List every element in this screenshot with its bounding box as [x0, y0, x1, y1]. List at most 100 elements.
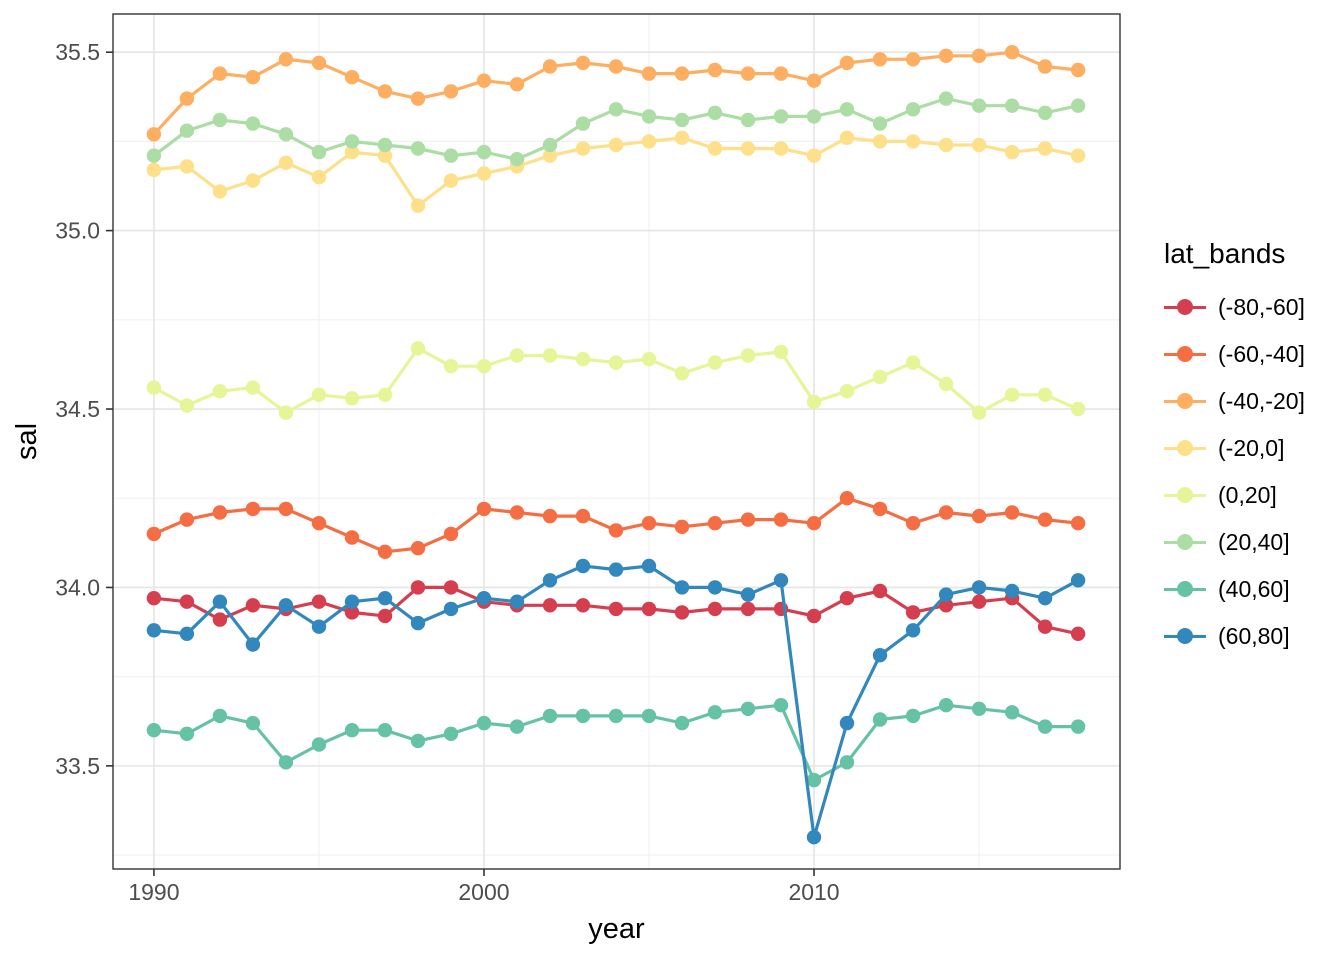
data-point	[839, 755, 855, 770]
data-point	[311, 387, 327, 402]
data-point	[245, 715, 261, 731]
data-point	[773, 573, 789, 588]
data-point	[410, 341, 426, 356]
panel-background	[113, 14, 1120, 869]
data-point	[971, 48, 987, 63]
series-(20,40]	[146, 91, 1086, 167]
legend-key-dot	[1177, 487, 1193, 503]
data-point	[905, 605, 921, 620]
data-point	[971, 594, 987, 609]
data-point	[377, 723, 393, 738]
legend-key-icon	[1164, 294, 1206, 320]
data-point	[641, 708, 657, 724]
data-point	[905, 355, 921, 370]
data-point	[806, 148, 822, 163]
data-point	[575, 598, 591, 613]
data-point	[245, 173, 261, 188]
data-point	[311, 169, 327, 185]
x-tick-label: 2000	[458, 879, 509, 905]
data-point	[740, 66, 756, 81]
data-point	[707, 62, 723, 78]
data-point	[740, 601, 756, 617]
series-(60,80]	[146, 558, 1086, 845]
legend-item-label: (-20,0]	[1218, 434, 1285, 461]
data-point	[377, 608, 393, 624]
data-point	[971, 405, 987, 420]
data-point	[872, 501, 888, 517]
panel-border	[112, 13, 1121, 870]
legend-item: (-20,0]	[1164, 435, 1305, 461]
data-point	[146, 723, 162, 738]
data-point	[476, 591, 492, 606]
data-point	[311, 516, 327, 531]
legend-key-icon	[1164, 482, 1206, 508]
data-point	[938, 137, 954, 153]
data-point	[212, 66, 228, 81]
data-point	[575, 116, 591, 131]
data-point	[278, 405, 294, 420]
data-point	[179, 594, 195, 609]
data-point	[674, 130, 690, 145]
data-point	[608, 708, 624, 724]
data-point	[839, 491, 855, 506]
data-point	[476, 715, 492, 731]
data-point	[179, 123, 195, 138]
data-point	[344, 605, 360, 620]
data-point	[806, 394, 822, 410]
data-point	[608, 137, 624, 153]
data-point	[212, 708, 228, 724]
data-point	[542, 148, 558, 163]
data-point	[1070, 62, 1086, 78]
y-tick-label: 35.0	[55, 218, 100, 244]
data-point	[179, 398, 195, 413]
data-point	[344, 594, 360, 609]
data-point	[1004, 583, 1020, 599]
data-point	[773, 109, 789, 124]
data-point	[608, 355, 624, 370]
data-point	[443, 526, 459, 542]
data-point	[839, 715, 855, 731]
data-point	[443, 601, 459, 617]
data-point	[806, 772, 822, 788]
data-point	[377, 148, 393, 163]
legend: lat_bands (-80,-60] (-60,-40] (-40,-20] (-2…	[1164, 238, 1305, 670]
data-point	[476, 359, 492, 374]
x-axis-title: year	[588, 913, 645, 945]
data-point	[278, 598, 294, 613]
data-point	[905, 708, 921, 724]
legend-key-icon	[1164, 435, 1206, 461]
data-point	[410, 580, 426, 595]
data-point	[674, 605, 690, 620]
data-point	[641, 601, 657, 617]
legend-item-label: (-60,-40]	[1218, 340, 1305, 367]
data-point	[542, 708, 558, 724]
data-point	[509, 152, 525, 167]
data-point	[344, 70, 360, 85]
data-point	[410, 91, 426, 106]
data-point	[839, 102, 855, 117]
data-point	[905, 102, 921, 117]
data-point	[212, 384, 228, 399]
data-point	[1004, 387, 1020, 402]
data-point	[344, 530, 360, 545]
data-point	[443, 148, 459, 163]
data-point	[839, 591, 855, 606]
data-point	[311, 55, 327, 71]
data-point	[1004, 705, 1020, 720]
data-point	[872, 712, 888, 727]
data-point	[179, 726, 195, 741]
data-point	[575, 708, 591, 724]
data-point	[575, 558, 591, 574]
data-point	[938, 598, 954, 613]
data-point	[377, 591, 393, 606]
data-point	[542, 508, 558, 524]
data-point	[1004, 505, 1020, 520]
data-point	[542, 573, 558, 588]
data-point	[179, 159, 195, 174]
data-point	[575, 351, 591, 367]
data-point	[1037, 59, 1053, 74]
data-point	[740, 701, 756, 716]
data-point	[1037, 512, 1053, 527]
data-point	[971, 580, 987, 595]
